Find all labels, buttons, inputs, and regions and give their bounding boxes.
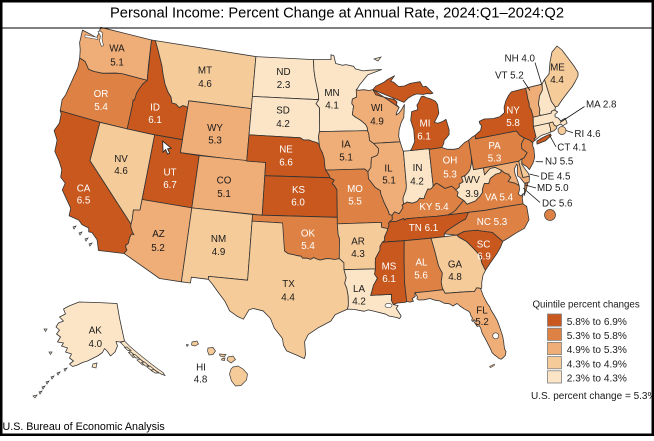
svg-text:6.0: 6.0 bbox=[291, 198, 305, 209]
svg-text:4.6: 4.6 bbox=[114, 166, 128, 177]
svg-text:6.1: 6.1 bbox=[382, 274, 396, 285]
svg-text:OR: OR bbox=[94, 89, 109, 100]
svg-text:AZ: AZ bbox=[152, 229, 165, 240]
svg-text:SC: SC bbox=[477, 240, 491, 251]
svg-text:WI: WI bbox=[371, 103, 383, 114]
svg-text:NM: NM bbox=[211, 234, 226, 245]
svg-text:MN: MN bbox=[324, 88, 339, 99]
svg-text:5.3: 5.3 bbox=[488, 154, 502, 165]
svg-text:KY 5.4: KY 5.4 bbox=[419, 202, 449, 213]
svg-text:4.2: 4.2 bbox=[410, 177, 424, 188]
svg-text:4.4: 4.4 bbox=[550, 75, 564, 86]
svg-text:6.1: 6.1 bbox=[417, 132, 431, 143]
svg-text:5.5: 5.5 bbox=[348, 197, 362, 208]
svg-text:5.2: 5.2 bbox=[475, 317, 489, 328]
svg-text:NC 5.3: NC 5.3 bbox=[477, 217, 508, 228]
svg-text:4.2: 4.2 bbox=[352, 297, 366, 308]
svg-text:2.3: 2.3 bbox=[277, 80, 291, 91]
svg-text:5.1: 5.1 bbox=[110, 58, 124, 69]
svg-text:U.S. percent change = 5.3%: U.S. percent change = 5.3% bbox=[531, 391, 654, 402]
svg-text:6.5: 6.5 bbox=[77, 196, 91, 207]
svg-text:NV: NV bbox=[114, 154, 128, 165]
svg-text:MA 2.8: MA 2.8 bbox=[586, 100, 617, 111]
svg-text:6.7: 6.7 bbox=[163, 180, 177, 191]
svg-text:3.9: 3.9 bbox=[465, 189, 479, 200]
svg-text:4.0: 4.0 bbox=[88, 339, 102, 350]
svg-text:AK: AK bbox=[89, 326, 103, 337]
svg-text:2.3% to 4.3%: 2.3% to 4.3% bbox=[567, 374, 627, 385]
svg-text:CO: CO bbox=[217, 176, 232, 187]
svg-text:IL: IL bbox=[384, 164, 393, 175]
svg-text:4.8: 4.8 bbox=[194, 375, 208, 386]
svg-text:CT 4.1: CT 4.1 bbox=[557, 143, 586, 154]
svg-text:VA 5.4: VA 5.4 bbox=[485, 193, 514, 204]
svg-text:Personal Income: Percent Chang: Personal Income: Percent Change at Annua… bbox=[110, 6, 564, 22]
svg-text:5.8: 5.8 bbox=[506, 118, 520, 129]
svg-text:MT: MT bbox=[198, 66, 212, 77]
svg-text:6.9: 6.9 bbox=[477, 252, 491, 263]
svg-text:HI: HI bbox=[196, 363, 206, 374]
svg-text:FL: FL bbox=[476, 306, 488, 317]
svg-text:MI: MI bbox=[420, 119, 431, 130]
svg-text:4.2: 4.2 bbox=[276, 119, 290, 130]
svg-text:KS: KS bbox=[292, 185, 306, 196]
svg-text:TX: TX bbox=[282, 279, 295, 290]
svg-text:OK: OK bbox=[301, 229, 316, 240]
svg-text:4.3% to 4.9%: 4.3% to 4.9% bbox=[567, 359, 627, 370]
svg-text:IN: IN bbox=[413, 163, 423, 174]
svg-text:WA: WA bbox=[109, 44, 125, 55]
svg-text:5.1: 5.1 bbox=[339, 153, 353, 164]
svg-text:AR: AR bbox=[351, 237, 365, 248]
svg-text:5.4: 5.4 bbox=[94, 102, 108, 113]
svg-text:5.6: 5.6 bbox=[414, 271, 428, 282]
svg-text:5.1: 5.1 bbox=[382, 176, 396, 187]
svg-text:4.6: 4.6 bbox=[198, 79, 212, 90]
svg-text:AL: AL bbox=[416, 258, 429, 269]
svg-text:4.9% to 5.3%: 4.9% to 5.3% bbox=[567, 345, 627, 356]
svg-text:ME: ME bbox=[550, 63, 565, 74]
svg-text:MD 5.0: MD 5.0 bbox=[537, 183, 569, 194]
svg-text:6.1: 6.1 bbox=[148, 115, 162, 126]
svg-text:UT: UT bbox=[163, 168, 176, 179]
svg-text:NY: NY bbox=[506, 106, 520, 117]
svg-text:VT 5.2: VT 5.2 bbox=[495, 70, 524, 81]
svg-text:CA: CA bbox=[77, 184, 91, 195]
svg-text:TN 6.1: TN 6.1 bbox=[409, 223, 438, 234]
svg-text:Quintile percent changes: Quintile percent changes bbox=[533, 300, 640, 311]
svg-text:GA: GA bbox=[448, 260, 463, 271]
svg-text:PA: PA bbox=[488, 141, 501, 152]
svg-text:5.3: 5.3 bbox=[208, 136, 222, 147]
svg-text:5.4: 5.4 bbox=[301, 241, 315, 252]
svg-text:ID: ID bbox=[150, 103, 160, 114]
svg-text:NE: NE bbox=[279, 145, 293, 156]
svg-text:NH 4.0: NH 4.0 bbox=[505, 54, 536, 65]
svg-text:4.8: 4.8 bbox=[448, 272, 462, 283]
svg-text:5.3% to 5.8%: 5.3% to 5.8% bbox=[567, 331, 627, 342]
svg-text:6.6: 6.6 bbox=[279, 158, 293, 169]
svg-text:MS: MS bbox=[382, 262, 397, 273]
svg-text:SD: SD bbox=[276, 106, 290, 117]
svg-text:MO: MO bbox=[347, 184, 363, 195]
svg-text:4.1: 4.1 bbox=[325, 101, 339, 112]
svg-text:U.S. Bureau of Economic Analys: U.S. Bureau of Economic Analysis bbox=[3, 421, 165, 433]
svg-text:RI 4.6: RI 4.6 bbox=[574, 129, 601, 140]
svg-text:5.8% to 6.9%: 5.8% to 6.9% bbox=[567, 317, 627, 328]
svg-text:ND: ND bbox=[276, 67, 290, 78]
svg-text:4.9: 4.9 bbox=[370, 117, 384, 128]
svg-text:LA: LA bbox=[353, 284, 365, 295]
svg-text:5.3: 5.3 bbox=[443, 170, 457, 181]
svg-text:DE 4.5: DE 4.5 bbox=[541, 172, 572, 183]
svg-text:5.1: 5.1 bbox=[217, 189, 231, 200]
svg-text:IA: IA bbox=[341, 140, 351, 151]
svg-text:4.9: 4.9 bbox=[212, 247, 226, 258]
svg-text:WV: WV bbox=[464, 175, 480, 186]
svg-text:WY: WY bbox=[207, 123, 223, 134]
svg-text:NJ 5.5: NJ 5.5 bbox=[545, 157, 574, 168]
svg-text:4.4: 4.4 bbox=[281, 293, 295, 304]
svg-text:4.3: 4.3 bbox=[351, 249, 365, 260]
svg-text:5.2: 5.2 bbox=[151, 243, 165, 254]
svg-text:OH: OH bbox=[443, 156, 458, 167]
svg-text:DC 5.6: DC 5.6 bbox=[542, 198, 573, 209]
